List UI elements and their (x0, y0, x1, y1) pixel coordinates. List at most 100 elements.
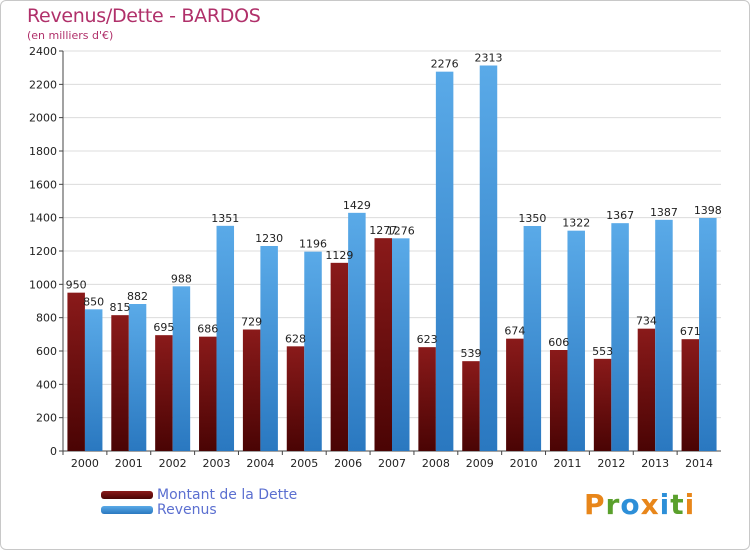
y-tick-label: 1400 (29, 212, 57, 225)
data-label-revenus-2005: 1196 (299, 238, 327, 251)
data-label-revenus-2014: 1398 (694, 204, 722, 217)
data-label-dette-2003: 686 (197, 323, 218, 336)
data-label-dette-2001: 815 (110, 301, 131, 314)
logo-letter: o (620, 488, 641, 521)
data-label-revenus-2007: 1276 (387, 224, 415, 237)
data-label-dette-2012: 553 (592, 345, 613, 358)
x-tick-label-2009: 2009 (466, 457, 494, 470)
logo-letter: x (640, 488, 660, 521)
bar-dette-2003 (199, 336, 217, 451)
chart-title: Revenus/Dette - BARDOS (27, 5, 261, 27)
bar-revenus-2003 (216, 225, 235, 451)
bar-dette-2001 (111, 315, 129, 451)
data-label-dette-2004: 729 (241, 316, 262, 329)
bar-dette-2008 (418, 347, 436, 451)
bar-revenus-2001 (128, 304, 147, 451)
bar-dette-2005 (286, 346, 305, 451)
proxiti-logo: Proxiti (584, 488, 695, 521)
data-label-revenus-2009: 2313 (474, 52, 502, 65)
bar-revenus-2014 (699, 218, 717, 451)
bar-revenus-2013 (655, 219, 673, 451)
x-tick-label-2008: 2008 (422, 457, 450, 470)
data-label-dette-2008: 623 (417, 333, 438, 346)
data-label-revenus-2011: 1322 (562, 217, 590, 230)
legend-label-dette: Montant de la Dette (157, 486, 298, 503)
bar-dette-2011 (549, 350, 568, 451)
bar-revenus-2007 (392, 238, 410, 451)
y-tick-label: 200 (36, 412, 57, 425)
bar-revenus-2006 (348, 212, 366, 451)
data-label-revenus-2008: 2276 (431, 58, 459, 71)
bar-revenus-2004 (260, 246, 278, 451)
data-label-revenus-2001: 882 (127, 290, 148, 303)
y-tick-label: 2000 (29, 112, 57, 125)
legend-item-dette: Montant de la Dette (101, 486, 298, 503)
x-tick-label-2000: 2000 (71, 457, 99, 470)
x-tick-label-2003: 2003 (203, 457, 231, 470)
bar-dette-2006 (330, 262, 349, 451)
data-label-revenus-2003: 1351 (211, 212, 239, 225)
data-label-dette-2006: 1129 (325, 249, 353, 262)
data-label-dette-2013: 734 (636, 315, 657, 328)
y-tick-label: 2200 (29, 78, 57, 91)
bar-revenus-2000 (84, 309, 103, 451)
bar-dette-2002 (155, 335, 173, 451)
chart-subtitle: (en milliers d'€) (27, 29, 114, 42)
x-tick-label-2012: 2012 (597, 457, 625, 470)
x-tick-label-2011: 2011 (553, 457, 581, 470)
bar-revenus-2005 (304, 251, 322, 451)
y-tick-label: 1200 (29, 245, 57, 258)
bar-dette-2010 (506, 338, 524, 451)
bar-dette-2012 (593, 358, 612, 451)
logo-letter: t (670, 488, 685, 521)
x-tick-label-2007: 2007 (378, 457, 406, 470)
bar-dette-2009 (462, 361, 480, 451)
logo-letter: i (684, 488, 696, 521)
y-tick-label: 800 (36, 312, 57, 325)
data-label-dette-2014: 671 (680, 325, 701, 338)
bar-dette-2004 (242, 329, 261, 451)
y-tick-label: 600 (36, 345, 57, 358)
x-tick-label-2006: 2006 (334, 457, 362, 470)
logo-letter: i (659, 488, 671, 521)
bar-dette-2014 (681, 339, 700, 451)
bar-revenus-2012 (611, 223, 629, 451)
legend-swatch-revenus (101, 505, 153, 514)
y-tick-label: 1000 (29, 278, 57, 291)
logo-letter: P (584, 488, 606, 521)
legend-label-revenus: Revenus (157, 501, 217, 518)
data-label-dette-2005: 628 (285, 332, 306, 345)
x-tick-label-2014: 2014 (685, 457, 713, 470)
bar-dette-2000 (67, 292, 85, 451)
data-label-revenus-2006: 1429 (343, 199, 371, 212)
data-label-revenus-2004: 1230 (255, 232, 283, 245)
bar-revenus-2008 (435, 71, 454, 452)
data-label-dette-2010: 674 (504, 325, 525, 338)
x-tick-label-2013: 2013 (641, 457, 669, 470)
bar-dette-2007 (374, 238, 392, 451)
data-label-dette-2009: 539 (460, 347, 481, 360)
y-tick-label: 1600 (29, 178, 57, 191)
legend: Montant de la Dette Revenus (101, 486, 298, 518)
y-tick-label: 400 (36, 378, 57, 391)
legend-swatch-dette (101, 490, 153, 499)
x-tick-label-2002: 2002 (159, 457, 187, 470)
legend-item-revenus: Revenus (101, 501, 297, 518)
bar-revenus-2011 (567, 230, 585, 451)
data-label-revenus-2000: 850 (83, 295, 104, 308)
data-label-dette-2000: 950 (66, 279, 87, 292)
data-label-revenus-2012: 1367 (606, 209, 634, 222)
logo-letter: r (605, 488, 621, 521)
bar-revenus-2010 (523, 226, 542, 451)
data-label-revenus-2010: 1350 (518, 212, 546, 225)
data-label-dette-2007: 1277 (369, 224, 397, 237)
data-label-revenus-2013: 1387 (650, 206, 678, 219)
data-label-revenus-2002: 988 (171, 272, 192, 285)
data-label-dette-2002: 695 (153, 321, 174, 334)
bar-revenus-2009 (479, 65, 498, 451)
data-label-dette-2011: 606 (548, 336, 569, 349)
y-tick-label: 0 (50, 445, 57, 458)
y-tick-label: 2400 (29, 45, 57, 58)
